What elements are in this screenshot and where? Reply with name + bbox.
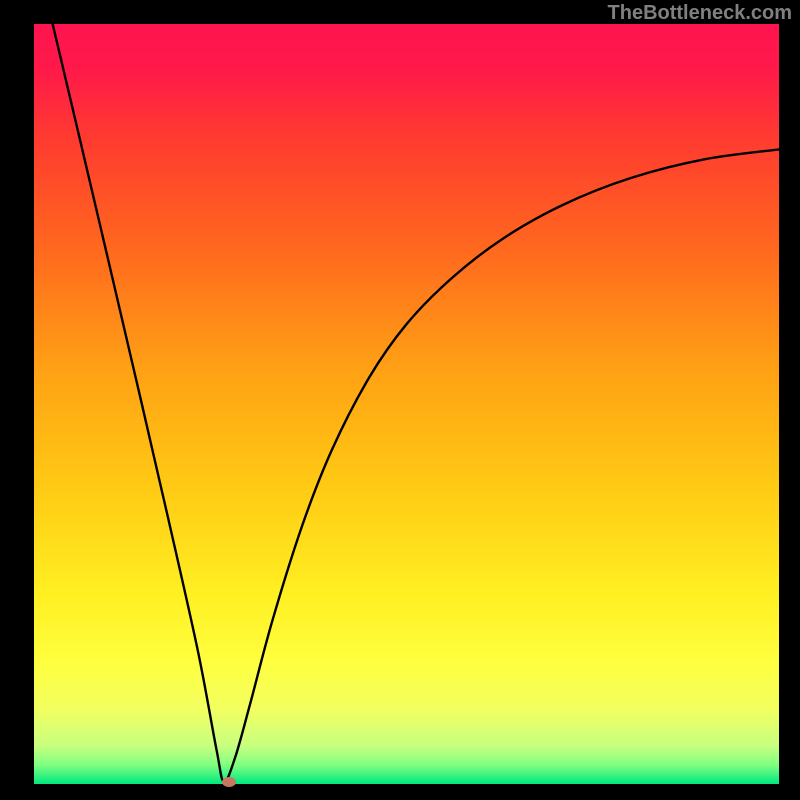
minimum-marker xyxy=(222,777,236,787)
curve-path xyxy=(53,24,779,782)
bottleneck-curve xyxy=(34,24,779,784)
watermark-text: TheBottleneck.com xyxy=(608,2,792,25)
plot-area xyxy=(34,24,779,784)
chart-container: TheBottleneck.com xyxy=(0,0,800,800)
